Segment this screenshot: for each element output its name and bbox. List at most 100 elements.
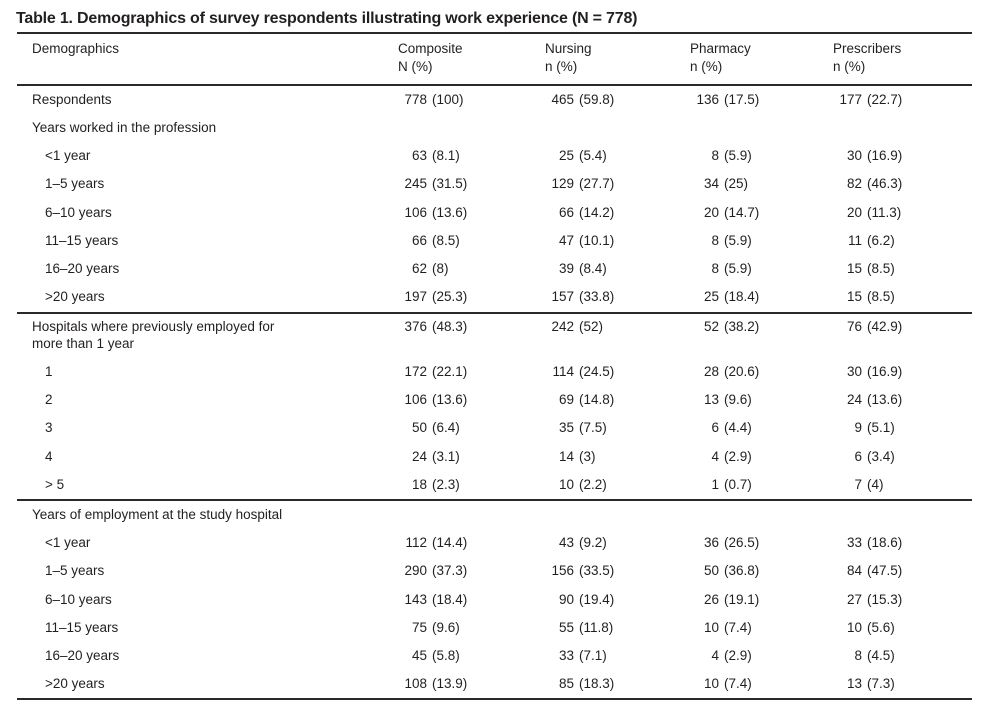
data-cell: 63 (8.1) [398, 148, 545, 165]
data-cell: 10 (2.2) [545, 477, 690, 494]
percent-value: (8.1) [432, 148, 460, 164]
percent-value: (52) [579, 319, 604, 335]
data-cell: 114 (24.5) [545, 364, 690, 381]
percent-value: (9.6) [724, 392, 752, 408]
percent-value: (13.9) [432, 676, 468, 692]
data-cell: 55 (11.8) [545, 620, 690, 637]
percent-value: (37.3) [432, 563, 468, 579]
column-header-nursing: Nursing n (%) [545, 40, 690, 76]
data-cell: 66 (14.2) [545, 205, 690, 222]
count-value: 35 [558, 420, 574, 436]
count-value: 82 [846, 176, 862, 192]
percent-value: (19.4) [579, 591, 615, 607]
count-value: 290 [404, 563, 427, 579]
count-value: 43 [558, 535, 574, 551]
data-cell: 85 (18.3) [545, 676, 690, 693]
percent-value: (48.3) [432, 319, 468, 335]
data-cell: 1 (0.7) [690, 477, 833, 494]
percent-value: (24.5) [579, 364, 615, 380]
percent-value: (6.4) [432, 420, 460, 436]
count-value: 10 [703, 676, 719, 692]
data-cell: 15 (8.5) [833, 289, 972, 306]
column-unit: n (%) [690, 59, 723, 74]
table-row: 1–5 years 290 (37.3) 156 (33.5) 50 (36.8) 84 (47… [17, 558, 972, 586]
percent-value: (7.1) [579, 647, 607, 663]
row-label: 11–15 years [45, 619, 119, 635]
count-value: 1 [711, 476, 719, 492]
percent-value: (4) [867, 476, 884, 492]
data-cell: 108 (13.9) [398, 676, 545, 693]
data-cell: 75 (9.6) [398, 620, 545, 637]
count-value: 6 [711, 420, 719, 436]
data-cell: 13 (7.3) [833, 676, 972, 693]
column-header-demographics: Demographics [32, 41, 120, 56]
count-value: 45 [411, 647, 427, 663]
data-cell: 90 (19.4) [545, 592, 690, 609]
table-row: 16–20 years 45 (5.8) 33 (7.1) 4 (2.9) 8 (4.5) [17, 642, 972, 670]
count-value: 33 [846, 535, 862, 551]
percent-value: (38.2) [724, 319, 760, 335]
count-value: 4 [711, 448, 719, 464]
row-label: <1 year [45, 148, 91, 164]
data-cell: 50 (36.8) [690, 563, 833, 580]
count-value: 52 [703, 319, 719, 335]
percent-value: (18.6) [867, 535, 903, 551]
percent-value: (36.8) [724, 563, 760, 579]
percent-value: (2.9) [724, 448, 752, 464]
row-label: > 5 [45, 476, 65, 492]
count-value: 8 [711, 232, 719, 248]
count-value: 6 [854, 448, 862, 464]
data-cell: 7 (4) [833, 477, 972, 494]
percent-value: (8.4) [579, 261, 607, 277]
count-value: 10 [703, 619, 719, 635]
percent-value: (17.5) [724, 91, 760, 107]
data-cell: 8 (4.5) [833, 648, 972, 665]
row-label: 6–10 years [45, 204, 112, 220]
row-label: 16–20 years [45, 647, 120, 663]
count-value: 14 [558, 448, 574, 464]
percent-value: (59.8) [579, 91, 615, 107]
percent-value: (0.7) [724, 476, 752, 492]
percent-value: (25) [724, 176, 749, 192]
percent-value: (5.9) [724, 232, 752, 248]
table-header-row: Demographics Composite N (%) Nursing n (%) P… [17, 34, 972, 84]
count-value: 76 [846, 319, 862, 335]
percent-value: (3) [579, 448, 596, 464]
count-value: 8 [711, 261, 719, 277]
percent-value: (33.5) [579, 563, 615, 579]
data-cell: 156 (33.5) [545, 563, 690, 580]
count-value: 129 [551, 176, 574, 192]
data-cell: 18 (2.3) [398, 477, 545, 494]
percent-value: (5.9) [724, 261, 752, 277]
data-cell: 778 (100) [398, 92, 545, 109]
count-value: 106 [404, 204, 427, 220]
percent-value: (46.3) [867, 176, 903, 192]
count-value: 25 [558, 148, 574, 164]
row-label: >20 years [45, 676, 105, 692]
row-label: 16–20 years [45, 261, 120, 277]
percent-value: (6.2) [867, 232, 895, 248]
count-value: 245 [404, 176, 427, 192]
count-value: 27 [846, 591, 862, 607]
data-cell: 76 (42.9) [833, 319, 972, 336]
data-cell: 4 (2.9) [690, 648, 833, 665]
count-value: 15 [846, 289, 862, 305]
table-row: Respondents 778 (100) 465 (59.8) 136 (17.5) 177… [17, 86, 972, 114]
column-name: Prescribers [833, 41, 902, 56]
data-cell: 172 (22.1) [398, 364, 545, 381]
percent-value: (26.5) [724, 535, 760, 551]
table-row: <1 year 63 (8.1) 25 (5.4) 8 (5.9) 30 (16.9) [17, 142, 972, 170]
count-value: 20 [703, 204, 719, 220]
percent-value: (7.4) [724, 619, 752, 635]
data-cell: 28 (20.6) [690, 364, 833, 381]
data-cell: 50 (6.4) [398, 420, 545, 437]
data-cell: 143 (18.4) [398, 592, 545, 609]
count-value: 55 [558, 619, 574, 635]
header-rule [17, 84, 972, 86]
percent-value: (16.9) [867, 148, 903, 164]
data-cell: 15 (8.5) [833, 261, 972, 278]
count-value: 465 [551, 91, 574, 107]
data-cell: 177 (22.7) [833, 92, 972, 109]
table-row: >20 years 108 (13.9) 85 (18.3) 10 (7.4) 13 (7.3) [17, 670, 972, 698]
column-unit: N (%) [398, 59, 433, 74]
